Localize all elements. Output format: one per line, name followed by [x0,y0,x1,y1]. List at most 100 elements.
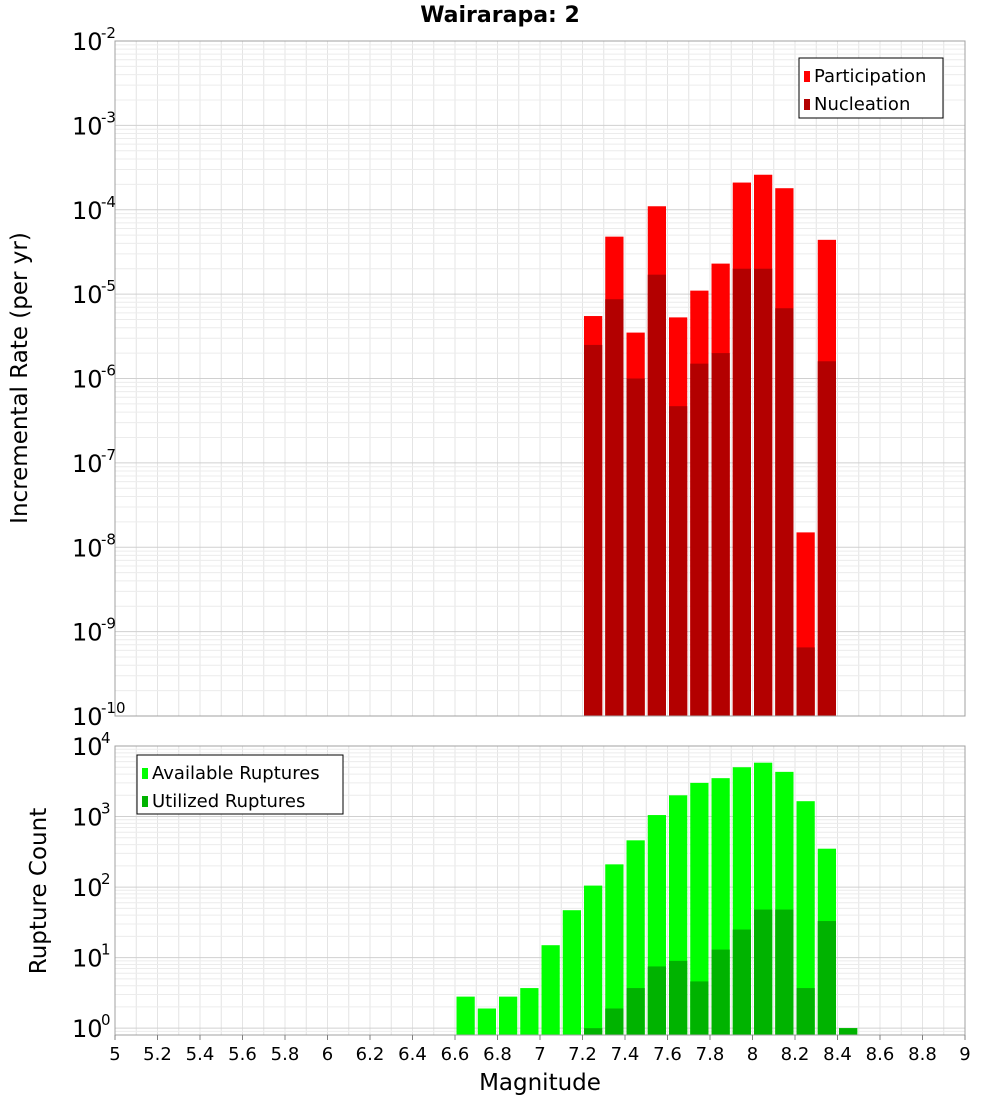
y-tick-exponent: -6 [101,362,116,380]
y-tick-exponent: 3 [101,800,111,818]
x-tick-label: 6.8 [483,1044,512,1065]
x-tick-label: 7 [534,1044,545,1065]
y-tick-exponent: -10 [101,699,126,717]
y-tick-exponent: -2 [101,24,116,42]
y-tick-base: 10 [72,733,103,761]
top-panel-grid [114,40,966,717]
bar-utilized-ruptures [754,909,773,1035]
bar-nucleation [626,378,645,716]
y-tick-label: 103 [72,800,111,832]
bar-available-ruptures [499,996,518,1035]
bar-utilized-ruptures [605,1008,624,1035]
y-tick-base: 10 [72,804,103,832]
top-panel-bars [584,174,836,717]
bar-utilized-ruptures [732,929,751,1035]
x-tick-label: 6.6 [441,1044,470,1065]
y-tick-label: 10-8 [72,530,116,562]
bottom-y-axis-label: Rupture Count [26,808,52,974]
bar-nucleation [669,406,688,716]
legend-box [136,754,344,815]
bar-utilized-ruptures [711,949,730,1035]
x-tick-label: 8.6 [866,1044,895,1065]
bar-utilized-ruptures [647,966,666,1035]
legend-label: Available Ruptures [152,763,320,784]
top-panel-frame [114,40,966,717]
bar-available-ruptures [520,988,539,1035]
y-tick-base: 10 [72,534,103,562]
y-tick-base: 10 [72,945,103,973]
bar-utilized-ruptures [669,960,688,1035]
x-tick-label: 5 [109,1044,120,1065]
y-tick-exponent: -9 [101,615,116,633]
y-tick-label: 104 [72,729,111,761]
y-tick-base: 10 [72,450,103,478]
bar-available-ruptures [477,1008,496,1035]
x-tick-label: 7.6 [653,1044,682,1065]
y-tick-base: 10 [72,874,103,902]
x-tick-label: 8.8 [908,1044,937,1065]
y-tick-exponent: 1 [101,941,111,959]
y-tick-base: 10 [72,703,103,731]
x-tick-label: 5.4 [186,1044,215,1065]
bar-utilized-ruptures [775,909,794,1035]
y-tick-label: 10-5 [72,277,116,309]
y-tick-label: 10-7 [72,446,116,478]
legend-swatch [142,768,148,779]
legend-label: Utilized Ruptures [152,791,305,812]
top-legend: Participation Nucleation [798,57,944,119]
y-tick-label: 102 [72,870,111,902]
bar-available-ruptures [562,910,581,1035]
y-tick-exponent: 2 [101,870,111,888]
bar-available-ruptures [626,840,645,1035]
bar-nucleation [754,268,773,716]
y-tick-exponent: -7 [101,446,116,464]
y-tick-exponent: -5 [101,277,116,295]
y-tick-base: 10 [72,366,103,394]
bar-available-ruptures [796,801,815,1035]
y-tick-base: 10 [72,1015,103,1043]
legend-box [798,57,944,119]
bar-utilized-ruptures [626,988,645,1035]
legend-label: Participation [814,66,926,87]
bar-nucleation [584,344,603,716]
bar-utilized-ruptures [817,921,836,1035]
bar-nucleation [817,361,836,716]
y-tick-label: 10-2 [72,24,116,56]
x-tick-label: 5.8 [271,1044,300,1065]
y-tick-exponent: -3 [101,108,116,126]
y-tick-exponent: 4 [101,729,111,747]
bar-available-ruptures [584,885,603,1035]
y-tick-label: 10-9 [72,615,116,647]
y-tick-label: 10-3 [72,108,116,140]
y-tick-label: 101 [72,941,111,973]
x-tick-label: 8.4 [823,1044,852,1065]
y-tick-exponent: 0 [101,1011,111,1029]
x-tick-label: 7.8 [696,1044,725,1065]
bar-nucleation [605,299,624,716]
bar-available-ruptures [605,864,624,1035]
y-tick-exponent: -4 [101,193,116,211]
bar-utilized-ruptures [796,988,815,1035]
bar-available-ruptures [456,996,475,1035]
x-tick-label: 5.6 [228,1044,257,1065]
bar-nucleation [732,268,751,716]
x-tick-label: 5.2 [143,1044,172,1065]
x-tick-labels: 5 5.2 5.4 5.6 5.8 6 6.2 6.4 6.6 6.8 7 7.2 7.4 7.6 7.8 8… [109,1035,971,1065]
bar-utilized-ruptures [839,1028,858,1035]
y-tick-label: 10-10 [72,699,126,731]
x-tick-label: 7.4 [611,1044,640,1065]
bar-utilized-ruptures [690,981,709,1035]
legend-swatch [804,71,810,82]
x-tick-label: 9 [959,1044,970,1065]
y-tick-base: 10 [72,281,103,309]
bottom-panel-bars [456,762,858,1035]
top-y-axis-label: Incremental Rate (per yr) [7,232,33,524]
y-tick-base: 10 [72,112,103,140]
bar-utilized-ruptures [584,1028,603,1035]
y-tick-base: 10 [72,28,103,56]
x-tick-label: 7.2 [568,1044,597,1065]
legend-label: Nucleation [814,94,910,115]
y-tick-base: 10 [72,619,103,647]
